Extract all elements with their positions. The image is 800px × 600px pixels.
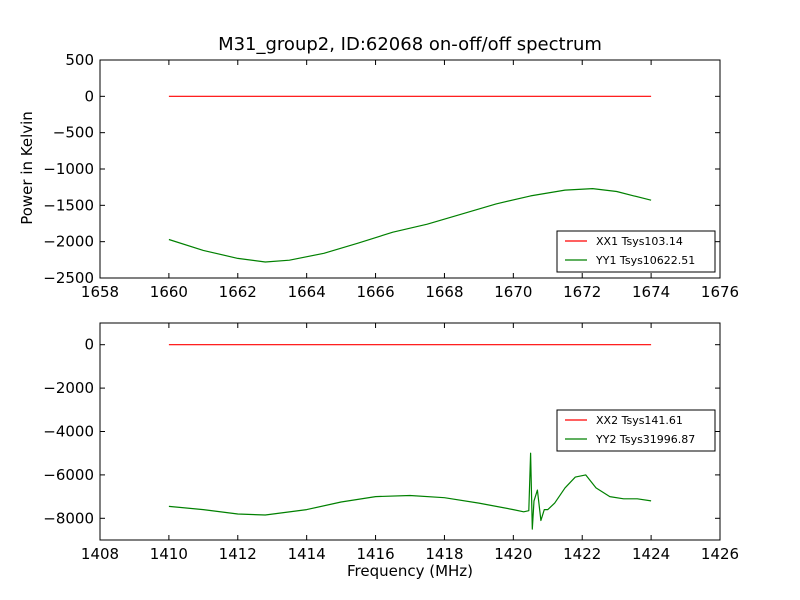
top-legend-box xyxy=(556,230,716,273)
bottom-x-tick-label: 1418 xyxy=(425,545,463,563)
top-y-tick-label: −2000 xyxy=(43,233,94,251)
top-y-tick-label: −2500 xyxy=(43,269,94,287)
bottom-legend-label-1: XX2 Tsys141.61 xyxy=(596,414,683,427)
bottom-legend-box xyxy=(556,409,716,452)
bottom-x-tick-label: 1408 xyxy=(81,545,119,563)
top-series-line-2 xyxy=(168,188,652,263)
bottom-legend-label-2: YY2 Tsys31996.87 xyxy=(595,433,695,446)
bottom-y-tick-label: −8000 xyxy=(43,509,94,527)
bottom-y-tick-label: −2000 xyxy=(43,379,94,397)
bottom-series-line-2 xyxy=(168,452,652,530)
bottom-x-tick-label: 1410 xyxy=(150,545,188,563)
chart-title: M31_group2, ID:62068 on-off/off spectrum xyxy=(218,34,602,55)
top-legend: XX1 Tsys103.14 YY1 Tsys10622.51 xyxy=(556,230,716,273)
top-x-tick-label: 1668 xyxy=(425,283,463,301)
top-y-tick-label: −1000 xyxy=(43,160,94,178)
bottom-panel: 1408 1410 1412 1414 1416 1418 1420 1422 1424 1426… xyxy=(43,322,739,563)
bottom-y-tick-label: −6000 xyxy=(43,466,94,484)
top-x-tick-label: 1676 xyxy=(701,283,739,301)
top-x-tick-label: 1670 xyxy=(494,283,532,301)
top-legend-label-1: XX1 Tsys103.14 xyxy=(596,235,683,248)
top-x-tick-label: 1662 xyxy=(219,283,257,301)
top-x-tick-label: 1672 xyxy=(563,283,601,301)
top-panel: 1658 1660 1662 1664 1666 1668 1670 1672 1674 1676… xyxy=(43,51,739,301)
bottom-x-tick-label: 1422 xyxy=(563,545,601,563)
bottom-y-tick-label: −4000 xyxy=(43,423,94,441)
top-y-tick-label: 0 xyxy=(84,87,94,105)
bottom-x-tick-label: 1420 xyxy=(494,545,532,563)
bottom-x-tick-label: 1424 xyxy=(632,545,670,563)
bottom-x-tick-label: 1412 xyxy=(219,545,257,563)
top-x-tick-label: 1660 xyxy=(150,283,188,301)
bottom-legend: XX2 Tsys141.61 YY2 Tsys31996.87 xyxy=(556,409,716,452)
bottom-x-tick-label: 1414 xyxy=(288,545,326,563)
top-legend-label-2: YY1 Tsys10622.51 xyxy=(595,254,695,267)
bottom-x-tick-label: 1426 xyxy=(701,545,739,563)
top-x-tick-label: 1658 xyxy=(81,283,119,301)
top-x-tick-label: 1674 xyxy=(632,283,670,301)
bottom-y-tick-label: 0 xyxy=(84,336,94,354)
top-y-tick-label: 500 xyxy=(65,51,94,69)
x-axis-label: Frequency (MHz) xyxy=(346,562,474,580)
top-x-tick-label: 1666 xyxy=(356,283,394,301)
top-y-tick-label: −500 xyxy=(53,124,94,142)
top-x-tick-label: 1664 xyxy=(288,283,326,301)
bottom-x-tick-label: 1416 xyxy=(356,545,394,563)
top-y-tick-label: −1500 xyxy=(43,196,94,214)
